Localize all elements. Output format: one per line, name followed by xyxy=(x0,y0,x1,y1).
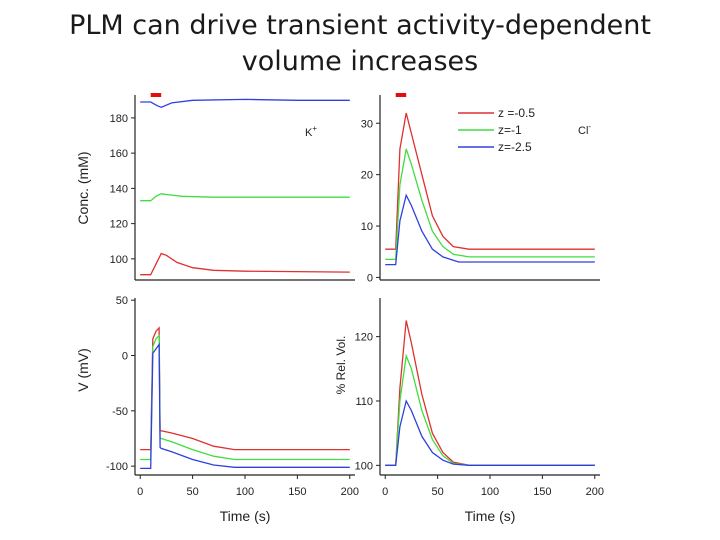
x-tick-label: 0 xyxy=(137,486,143,498)
y-tick-label: 160 xyxy=(110,148,128,160)
y-tick-label: 50 xyxy=(116,295,128,307)
series-line-2 xyxy=(385,353,595,466)
y-tick-label: 0 xyxy=(122,351,128,363)
y-tick-label: 10 xyxy=(361,221,373,233)
series-line-3 xyxy=(385,193,595,266)
ion-charge: - xyxy=(588,122,591,131)
stimulus-bar xyxy=(395,93,407,97)
y-tick-label: 180 xyxy=(110,113,128,125)
chart-panel-vol: 100 110 120 0 50 100 150 200 % Rel. Vol. Time (s) xyxy=(334,298,604,524)
y-axis-title: Conc. (mM) xyxy=(75,151,91,224)
x-tick-label: 50 xyxy=(431,486,443,498)
x-tick-label: 100 xyxy=(481,486,499,498)
y-tick-label: 110 xyxy=(355,396,373,408)
y-axis-title: V (mV) xyxy=(75,348,91,392)
x-axis-title: Time (s) xyxy=(220,508,271,524)
y-tick-label: 100 xyxy=(355,460,373,472)
y-tick-label: 20 xyxy=(361,170,373,182)
series-line-1 xyxy=(385,112,595,250)
y-tick-label: -100 xyxy=(106,461,128,473)
chart-panel-v: -100 -50 0 50 0 50 100 150 200 V (mV) Time (s) xyxy=(75,295,359,524)
series-line-2 xyxy=(140,193,350,202)
series-line-3 xyxy=(385,399,595,466)
series-line-1 xyxy=(140,326,350,451)
x-axis-title: Time (s) xyxy=(465,508,516,524)
series-line-3 xyxy=(140,342,350,470)
series-line-1 xyxy=(140,98,350,109)
legend-entry: z =-0.5 xyxy=(498,106,535,120)
series-line-2 xyxy=(385,148,595,261)
slide-title: PLM can drive transient activity-depende… xyxy=(0,8,720,80)
y-tick-label: 100 xyxy=(110,254,128,266)
slide-title-line-1: PLM can drive transient activity-depende… xyxy=(69,10,651,41)
x-tick-label: 150 xyxy=(533,486,551,498)
series-line-3 xyxy=(140,252,350,276)
stimulus-bar xyxy=(150,93,162,97)
ion-charge: + xyxy=(312,124,317,133)
x-tick-label: 0 xyxy=(382,486,388,498)
y-axis-title: % Rel. Vol. xyxy=(334,336,348,395)
legend-entry: z=-2.5 xyxy=(498,140,532,154)
legend-entry: z=-1 xyxy=(498,123,522,137)
x-tick-label: 100 xyxy=(236,486,254,498)
ion-label: Cl- xyxy=(578,122,591,137)
series-line-1 xyxy=(385,320,595,466)
x-tick-label: 200 xyxy=(586,486,604,498)
x-tick-label: 50 xyxy=(186,486,198,498)
chart-panel-cl: 0 10 20 30 Cl-z =-0.5 z=-1 z=-2.5 xyxy=(361,93,600,284)
x-tick-label: 200 xyxy=(341,486,359,498)
y-tick-label: 120 xyxy=(110,219,128,231)
y-tick-label: -50 xyxy=(112,406,128,418)
y-tick-label: 140 xyxy=(110,183,128,195)
series-line-2 xyxy=(140,333,350,461)
ion-label: K+ xyxy=(305,124,317,139)
slide-title-line-2: volume increases xyxy=(241,46,479,77)
x-tick-label: 150 xyxy=(288,486,306,498)
y-tick-label: 30 xyxy=(361,118,373,130)
y-tick-label: 0 xyxy=(367,272,373,284)
chart-panel-k: 100 120 140 160 180 Conc. (mM) K+ xyxy=(75,93,355,281)
y-tick-label: 120 xyxy=(355,332,373,344)
